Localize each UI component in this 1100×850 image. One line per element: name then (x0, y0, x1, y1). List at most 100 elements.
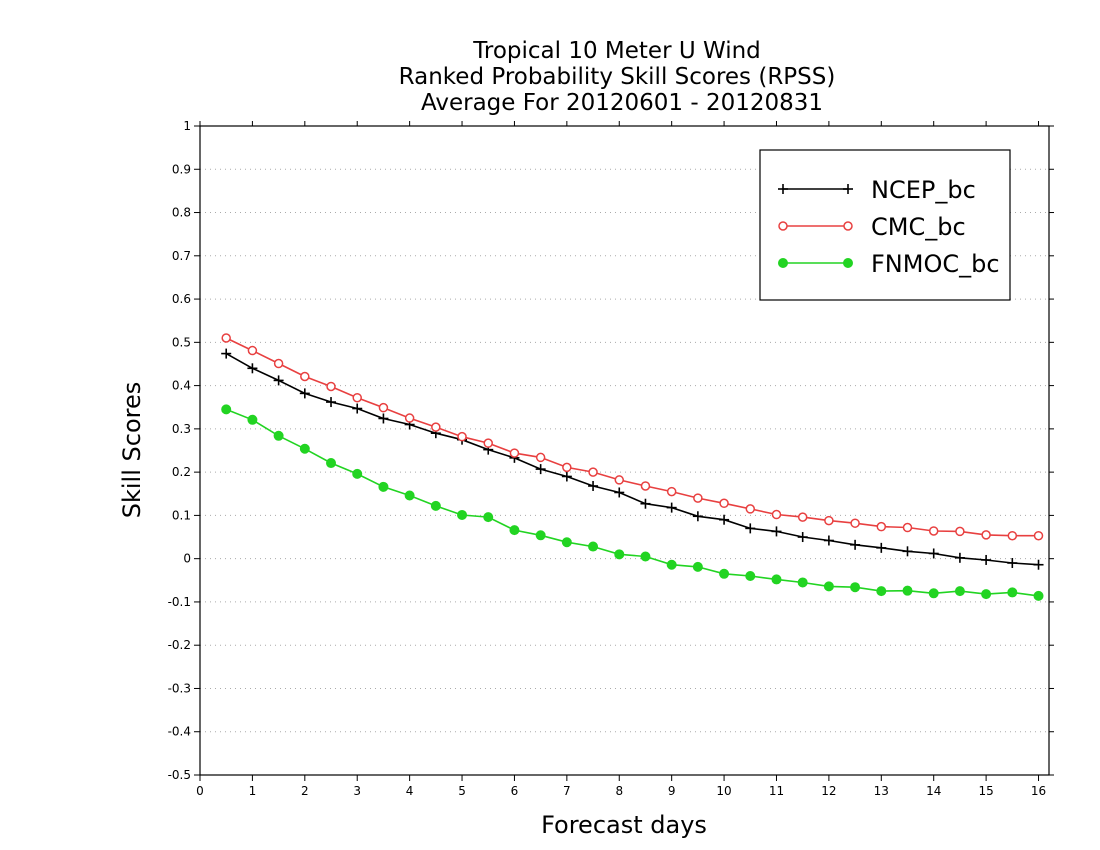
data-point (404, 413, 415, 423)
x-tick-label: 5 (458, 784, 466, 798)
series-line (225, 337, 1039, 537)
data-point (928, 526, 939, 536)
x-tick-label: 4 (406, 784, 414, 798)
data-point (745, 504, 756, 514)
data-point (954, 586, 965, 597)
legend-marker-right (843, 258, 853, 268)
data-point (588, 480, 599, 491)
data-point (588, 467, 598, 477)
data-point (614, 475, 625, 485)
data-point (745, 523, 756, 534)
data-point (719, 514, 730, 525)
data-point (561, 471, 572, 482)
x-tick-label: 14 (926, 784, 941, 798)
data-point (247, 345, 258, 356)
data-point (378, 413, 389, 424)
legend-marker-left (778, 221, 788, 231)
data-point (247, 414, 258, 425)
data-point (614, 549, 625, 560)
data-point (640, 498, 651, 509)
data-point (981, 554, 992, 565)
legend-marker-left (778, 258, 788, 268)
x-tick-label: 16 (1031, 784, 1046, 798)
y-tick-label: 0.5 (172, 335, 191, 349)
data-point (1033, 590, 1044, 601)
data-point (614, 487, 625, 498)
data-point (430, 500, 441, 511)
data-point (431, 422, 441, 432)
data-point (955, 526, 965, 537)
title-line-3: Average For 20120601 - 20120831 (421, 90, 823, 116)
y-tick-label: 0.1 (172, 508, 191, 522)
legend-box (759, 149, 1011, 301)
series-ncep-bc (221, 348, 1044, 570)
legend-entry-ncep-bc: NCEP_bc (778, 176, 976, 204)
y-tick-label: -0.5 (168, 768, 191, 782)
data-point (928, 588, 939, 599)
x-tick-label: 6 (511, 784, 519, 798)
data-point (824, 515, 834, 526)
data-series (221, 333, 1044, 601)
legend-marker-right (843, 221, 853, 231)
data-point (221, 333, 231, 343)
y-tick-label: -0.4 (168, 725, 191, 739)
x-tick-label: 1 (249, 784, 257, 798)
data-point (850, 518, 860, 528)
x-tick-label: 7 (563, 784, 571, 798)
data-point (352, 403, 363, 414)
data-point (221, 404, 232, 415)
legend-label: CMC_bc (871, 213, 966, 241)
data-point (326, 458, 337, 469)
data-point (797, 577, 808, 588)
y-tick-label: 0.3 (172, 422, 191, 436)
y-tick-label: -0.3 (168, 681, 191, 695)
data-point (902, 522, 913, 533)
x-tick-label: 10 (716, 784, 731, 798)
data-point (928, 548, 939, 559)
legend-label: FNMOC_bc (871, 250, 1000, 278)
data-point (954, 552, 965, 563)
data-point (299, 443, 310, 454)
data-point (745, 570, 756, 581)
series-line (225, 408, 1039, 597)
data-point (850, 582, 861, 593)
y-tick-label: 0.8 (172, 206, 191, 220)
data-point (588, 541, 599, 552)
data-point (771, 574, 782, 585)
data-point (273, 375, 284, 386)
data-point (850, 539, 861, 550)
data-point (666, 559, 677, 570)
data-point (797, 512, 808, 522)
data-point (876, 586, 887, 597)
x-tick-label: 11 (769, 784, 784, 798)
x-tick-label: 13 (874, 784, 889, 798)
legend-label: NCEP_bc (871, 176, 976, 204)
data-point (876, 521, 887, 532)
y-tick-label: 0.7 (172, 249, 191, 263)
data-point (326, 381, 336, 392)
y-tick-label: 0.6 (172, 292, 191, 306)
series-fnmoc-bc (221, 404, 1044, 601)
data-point (771, 509, 782, 520)
data-point (273, 430, 284, 441)
legend: NCEP_bc CMC_bc FNMOC_bc (759, 149, 1011, 301)
data-point (1007, 557, 1018, 568)
y-tick-label: -0.1 (168, 595, 191, 609)
series-cmc-bc (221, 333, 1044, 541)
data-point (981, 530, 991, 540)
y-axis-label: Skill Scores (118, 382, 146, 519)
y-tick-label: 1 (183, 119, 191, 133)
y-tick-label: -0.2 (168, 638, 191, 652)
data-point (300, 371, 310, 382)
legend-marker-right (843, 184, 853, 194)
data-point (823, 581, 834, 592)
data-point (1033, 530, 1044, 541)
data-point (509, 525, 520, 536)
data-point (666, 486, 677, 497)
data-point (247, 363, 258, 374)
data-point (483, 438, 493, 448)
data-point (535, 464, 546, 475)
data-point (981, 589, 992, 600)
data-point (457, 431, 467, 442)
data-point (352, 392, 362, 403)
